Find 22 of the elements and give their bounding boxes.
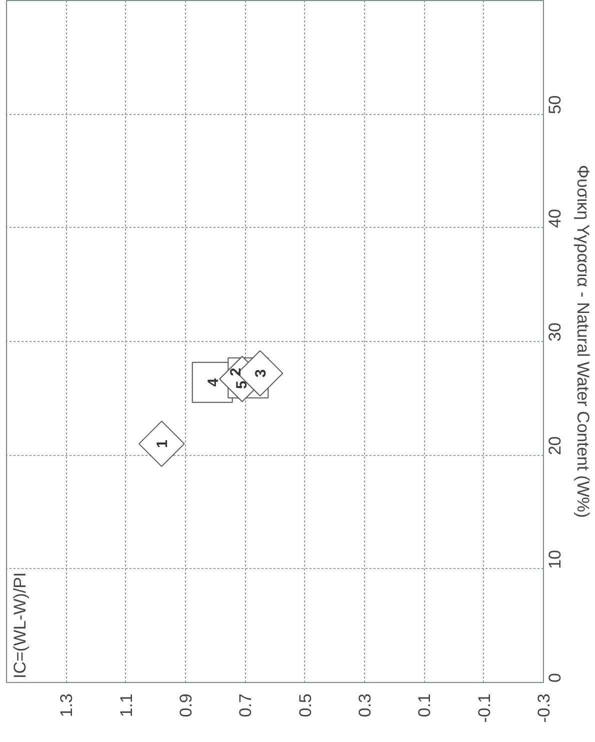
- annotation: 3: [252, 369, 270, 378]
- x-tick-label: 0.1: [415, 693, 434, 718]
- x-tick-label: 0.7: [236, 693, 256, 718]
- x-tick-label: -0.1: [474, 693, 494, 723]
- x-tick-label: -0.3: [534, 693, 554, 723]
- x-tick-label: 0.5: [296, 693, 315, 718]
- y-tick-label: 10: [546, 550, 564, 569]
- annotation: 4: [204, 378, 222, 387]
- y-axis-title: Φυσικη Υγρασια - Natural Water Content (W%): [574, 164, 592, 518]
- x-tick-label: 1.1: [116, 693, 136, 718]
- y-tick-label: 50: [546, 95, 564, 114]
- x-tick-label: 0.3: [356, 693, 374, 718]
- annotation: 5: [234, 380, 251, 390]
- y-tick-label: 40: [546, 208, 564, 228]
- y-tick-label: 30: [546, 322, 564, 342]
- y-tick-label: 0: [546, 673, 564, 682]
- annotation: 2: [228, 368, 245, 376]
- x-tick-label: 1.3: [57, 693, 76, 718]
- annotation: IC=(WL-W)/PI: [10, 572, 30, 678]
- annotation: 1: [154, 440, 172, 448]
- y-tick-label: 20: [546, 436, 564, 456]
- x-tick-label: 0.9: [176, 693, 196, 718]
